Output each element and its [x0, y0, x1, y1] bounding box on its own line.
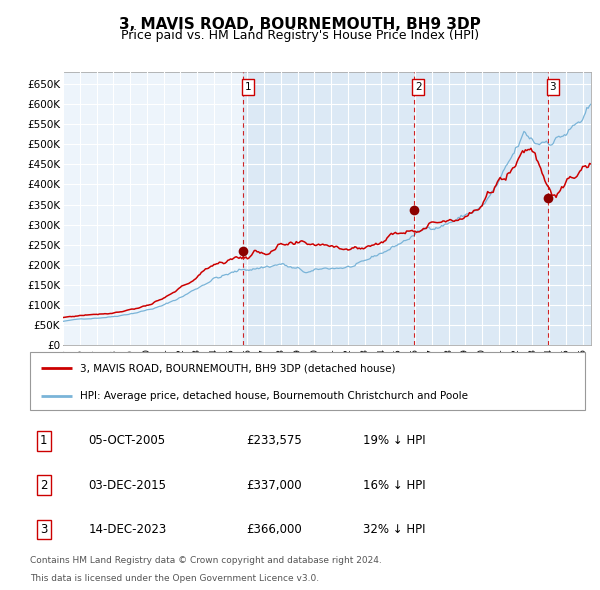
Text: 3, MAVIS ROAD, BOURNEMOUTH, BH9 3DP: 3, MAVIS ROAD, BOURNEMOUTH, BH9 3DP	[119, 17, 481, 31]
Text: 2: 2	[40, 478, 47, 492]
Text: 14-DEC-2023: 14-DEC-2023	[88, 523, 167, 536]
Text: 05-OCT-2005: 05-OCT-2005	[88, 434, 166, 447]
Text: £366,000: £366,000	[247, 523, 302, 536]
Text: 1: 1	[40, 434, 47, 447]
Text: 03-DEC-2015: 03-DEC-2015	[88, 478, 166, 492]
Text: 1: 1	[245, 82, 251, 92]
Text: 3: 3	[550, 82, 556, 92]
Text: This data is licensed under the Open Government Licence v3.0.: This data is licensed under the Open Gov…	[30, 574, 319, 583]
Text: £233,575: £233,575	[247, 434, 302, 447]
Bar	[548, 72, 600, 345]
Text: Price paid vs. HM Land Registry's House Price Index (HPI): Price paid vs. HM Land Registry's House …	[121, 30, 479, 42]
Text: HPI: Average price, detached house, Bournemouth Christchurch and Poole: HPI: Average price, detached house, Bour…	[80, 391, 468, 401]
Text: 2: 2	[415, 82, 422, 92]
Text: 19% ↓ HPI: 19% ↓ HPI	[363, 434, 425, 447]
Text: 3, MAVIS ROAD, BOURNEMOUTH, BH9 3DP (detached house): 3, MAVIS ROAD, BOURNEMOUTH, BH9 3DP (det…	[80, 363, 395, 373]
Bar	[243, 72, 548, 345]
FancyBboxPatch shape	[30, 352, 585, 410]
Text: 3: 3	[40, 523, 47, 536]
Text: 32% ↓ HPI: 32% ↓ HPI	[363, 523, 425, 536]
Text: £337,000: £337,000	[247, 478, 302, 492]
Text: Contains HM Land Registry data © Crown copyright and database right 2024.: Contains HM Land Registry data © Crown c…	[30, 556, 382, 565]
Text: 16% ↓ HPI: 16% ↓ HPI	[363, 478, 425, 492]
Bar	[548, 72, 600, 345]
